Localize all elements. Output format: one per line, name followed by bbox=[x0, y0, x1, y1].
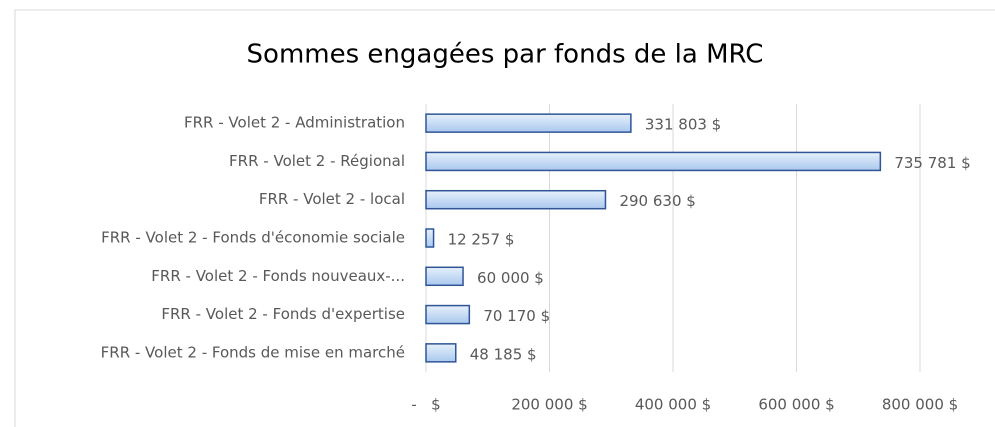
data-label: 60 000 $ bbox=[477, 269, 544, 287]
x-tick-label: 400 000 $ bbox=[635, 396, 711, 414]
y-tick-label: FRR - Volet 2 - Fonds d'économie sociale bbox=[101, 229, 405, 247]
data-label: 290 630 $ bbox=[619, 192, 695, 210]
y-tick-label: FRR - Volet 2 - Fonds nouveaux-... bbox=[151, 267, 405, 285]
chart-frame bbox=[14, 9, 995, 427]
x-tick-label: 800 000 $ bbox=[882, 396, 958, 414]
data-label: 48 185 $ bbox=[470, 345, 537, 363]
x-tick-label: 600 000 $ bbox=[758, 396, 834, 414]
bar bbox=[425, 228, 435, 248]
x-tick-label: 200 000 $ bbox=[511, 396, 587, 414]
x-tick-label: - $ bbox=[411, 396, 440, 414]
data-label: 70 170 $ bbox=[483, 307, 550, 325]
bar bbox=[425, 151, 882, 172]
bar bbox=[425, 343, 457, 363]
chart-title: Sommes engagées par fonds de la MRC bbox=[247, 40, 764, 70]
data-label: 331 803 $ bbox=[645, 116, 721, 134]
y-tick-label: FRR - Volet 2 - Administration bbox=[184, 114, 405, 132]
y-tick-label: FRR - Volet 2 - Régional bbox=[229, 152, 405, 170]
y-tick-label: FRR - Volet 2 - Fonds de mise en marché bbox=[101, 343, 405, 361]
data-label: 12 257 $ bbox=[448, 231, 515, 249]
bar bbox=[425, 304, 471, 325]
bar bbox=[425, 113, 632, 133]
bar bbox=[425, 189, 607, 210]
y-tick-label: FRR - Volet 2 - Fonds d'expertise bbox=[161, 305, 405, 323]
y-tick-label: FRR - Volet 2 - local bbox=[259, 190, 405, 208]
bar bbox=[425, 266, 464, 287]
data-label: 735 781 $ bbox=[894, 154, 970, 172]
